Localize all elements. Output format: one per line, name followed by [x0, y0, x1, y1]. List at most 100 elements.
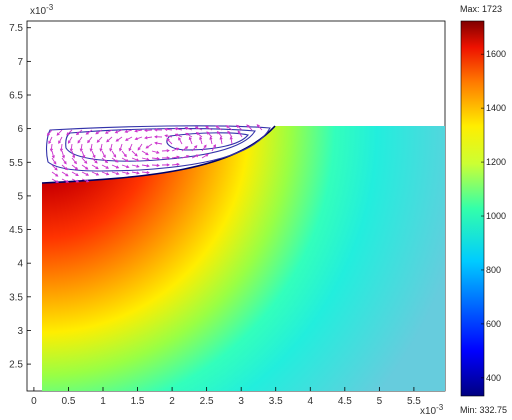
velocity-arrow: [111, 157, 119, 163]
velocity-arrow: [256, 124, 263, 131]
velocity-arrow-head: [164, 127, 168, 131]
velocity-arrow: [71, 157, 77, 164]
velocity-arrow: [80, 143, 83, 151]
velocity-arrow-head: [176, 162, 180, 167]
velocity-arrow: [201, 144, 207, 152]
velocity-arrow: [100, 143, 103, 151]
velocity-arrow: [68, 136, 73, 144]
velocity-arrow-head: [174, 133, 179, 137]
velocity-arrow: [95, 129, 103, 135]
colorbar-tick-label: 400: [486, 373, 501, 383]
velocity-arrow-head: [205, 126, 209, 129]
velocity-arrow-head: [72, 155, 76, 159]
y-axis: 2.5 3 3.5 4 4.5 5 5.5 6 6.5 7 7.5: [9, 23, 31, 371]
velocity-arrow: [131, 157, 139, 162]
velocity-arrow: [164, 128, 173, 131]
velocity-arrow: [217, 131, 223, 138]
velocity-arrow-head: [166, 163, 170, 167]
velocity-arrow: [90, 143, 93, 151]
velocity-arrow: [141, 150, 149, 156]
x-tick-label: 2: [169, 396, 175, 407]
velocity-arrow: [51, 171, 58, 177]
x-tick-label: 5: [377, 396, 383, 407]
velocity-arrow: [196, 132, 203, 138]
velocity-arrow-head: [213, 144, 216, 148]
velocity-arrow: [81, 171, 89, 176]
y-axis-multiplier: x10-3: [30, 3, 54, 17]
velocity-arrow: [91, 164, 99, 170]
velocity-arrow-head: [156, 156, 160, 161]
velocity-arrow: [195, 126, 203, 131]
temperature-field: [42, 126, 445, 391]
velocity-arrow-head: [85, 172, 90, 176]
velocity-arrow-head: [194, 126, 199, 130]
velocity-arrow-head: [229, 136, 233, 140]
velocity-arrow-head: [146, 171, 150, 175]
velocity-arrow-head: [256, 124, 260, 128]
velocity-arrow-head: [69, 148, 73, 152]
velocity-arrow-head: [73, 160, 77, 165]
velocity-arrow: [111, 164, 119, 169]
velocity-arrow: [66, 129, 73, 136]
velocity-arrow-head: [113, 154, 117, 158]
velocity-arrow-head: [104, 159, 109, 164]
velocity-arrow: [116, 136, 123, 142]
velocity-arrow-head: [106, 139, 110, 143]
melt-pool: [42, 126, 275, 183]
colorbar-ticks: 400 600 800 1000 1200 1400 1600: [481, 49, 506, 383]
velocity-arrow: [81, 150, 85, 158]
velocity-arrow-head: [54, 167, 58, 171]
velocity-arrow: [48, 136, 53, 144]
velocity-arrow: [51, 178, 59, 183]
velocity-arrow-head: [146, 164, 150, 168]
velocity-arrow-head: [96, 139, 100, 143]
velocity-arrow: [210, 137, 213, 145]
velocity-arrow: [141, 171, 150, 174]
velocity-arrow-head: [75, 131, 80, 136]
velocity-arrow: [115, 129, 123, 134]
velocity-arrow: [185, 132, 193, 138]
velocity-arrow-head: [188, 136, 192, 140]
velocity-arrow-head: [166, 138, 170, 142]
velocity-arrow-head: [136, 171, 140, 175]
velocity-arrow-head: [104, 130, 109, 134]
velocity-arrow: [105, 129, 113, 134]
velocity-arrow-head: [77, 140, 81, 144]
velocity-arrow: [237, 130, 243, 138]
velocity-arrow: [145, 136, 153, 139]
velocity-arrow: [121, 171, 129, 175]
y-tick-label: 3: [17, 326, 23, 337]
velocity-arrow: [121, 164, 129, 168]
velocity-arrows: [46, 124, 263, 183]
streamline-outer: [45, 125, 271, 172]
velocity-arrow-head: [145, 145, 149, 149]
x-axis-multiplier: x10-3: [420, 403, 444, 417]
velocity-arrow-head: [115, 159, 119, 163]
velocity-arrow: [56, 129, 63, 136]
y-tick-label: 5: [17, 191, 23, 202]
y-tick-label: 3.5: [9, 292, 23, 303]
colorbar: [460, 20, 485, 397]
velocity-arrow-head: [154, 135, 158, 139]
velocity-arrow-head: [203, 144, 207, 148]
velocity-arrow: [101, 164, 109, 169]
velocity-arrow-head: [134, 137, 138, 141]
velocity-arrow: [205, 126, 213, 131]
velocity-arrow: [137, 143, 143, 151]
velocity-arrow: [111, 171, 119, 175]
velocity-arrow: [76, 129, 83, 135]
velocity-arrow-head: [209, 136, 213, 140]
velocity-arrow-head: [219, 136, 223, 140]
velocity-arrow-head: [114, 130, 119, 134]
colorbar-tick-label: 1000: [486, 211, 506, 221]
velocity-arrow-head: [109, 148, 113, 152]
velocity-arrow: [58, 136, 63, 144]
velocity-arrow-head: [166, 156, 170, 160]
velocity-arrow: [131, 164, 139, 168]
velocity-arrow: [109, 143, 113, 151]
velocity-arrow-head: [185, 146, 189, 150]
velocity-arrow: [211, 144, 216, 152]
velocity-arrow-head: [126, 171, 130, 175]
velocity-arrow-head: [246, 124, 250, 128]
velocity-arrow-head: [66, 132, 70, 136]
